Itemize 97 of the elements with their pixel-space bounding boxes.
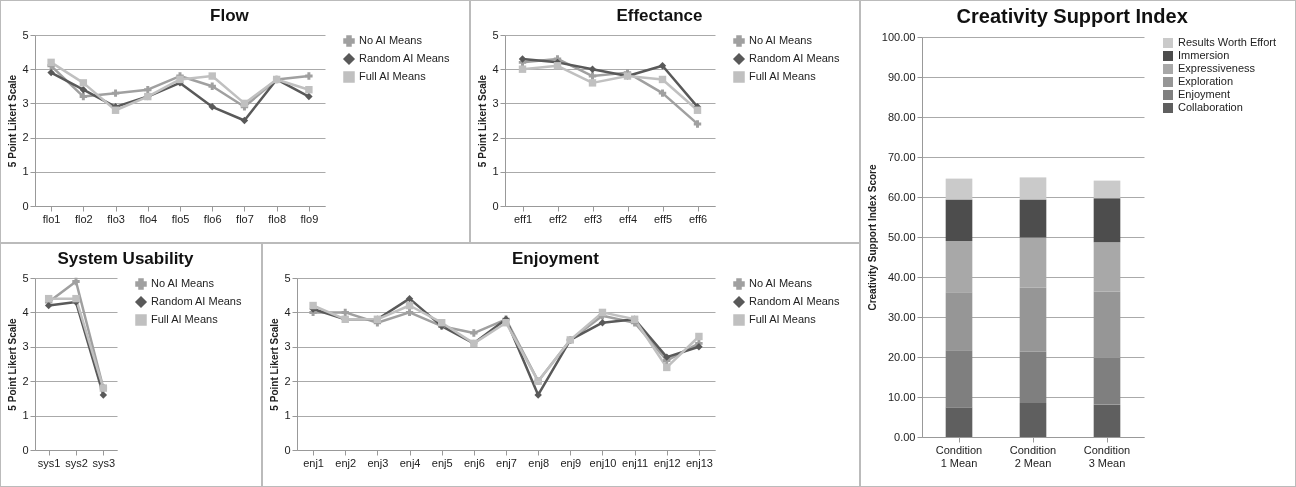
x-tick-label: enj7 <box>496 456 517 469</box>
y-tick-label: 1 <box>22 165 29 178</box>
x-tick-label: enj12 <box>653 456 681 469</box>
legend-label: No AI Means <box>749 277 813 289</box>
x-tick-label: enj5 <box>431 456 453 469</box>
y-tick-label: 80.00 <box>887 110 916 123</box>
x-tick-label: flo3 <box>107 212 125 225</box>
y-tick-label: 1 <box>492 165 499 178</box>
y-tick-label: 0.00 <box>894 430 916 443</box>
y-tick-label: 100.00 <box>881 30 916 43</box>
x-tick-label: flo7 <box>236 212 254 225</box>
y-tick-label: 5 <box>22 28 29 41</box>
y-tick-label: 0 <box>492 199 499 212</box>
legend-label: No AI Means <box>749 34 813 46</box>
x-tick-label: sys3 <box>92 456 116 469</box>
y-tick-label: 70.00 <box>887 150 916 163</box>
y-axis-title: 5 Point Likert Scale <box>7 317 19 411</box>
x-tick-label: flo8 <box>268 212 287 225</box>
chart-title: Effectance <box>616 6 703 25</box>
x-tick-label: enj3 <box>367 456 389 469</box>
x-tick-label: flo4 <box>139 212 158 225</box>
x-tick-label: enj6 <box>463 456 485 469</box>
x-tick-label: enj13 <box>685 456 713 469</box>
legend-label: Full AI Means <box>151 313 219 325</box>
x-tick-label: flo2 <box>74 212 93 225</box>
chart-title: System Usability <box>57 249 195 268</box>
y-tick-label: 10.00 <box>887 390 916 403</box>
x-tick-label: enj9 <box>560 456 582 469</box>
legend-label: Collaboration <box>1178 101 1243 113</box>
y-tick-label: 30.00 <box>887 310 916 323</box>
legend-label: Full AI Means <box>359 70 427 82</box>
legend-label: Exploration <box>1178 75 1234 87</box>
y-tick-label: 5 <box>22 271 29 284</box>
y-tick-label: 5 <box>284 271 291 284</box>
y-tick-label: 0 <box>22 443 29 456</box>
y-tick-label: 90.00 <box>887 70 916 83</box>
x-tick-label: eff1 <box>513 212 533 225</box>
y-tick-label: 60.00 <box>887 190 916 203</box>
y-tick-label: 2 <box>284 374 291 387</box>
legend-label: Enjoyment <box>1178 88 1230 100</box>
legend-label: Random AI Means <box>151 295 242 307</box>
legend-label: Expressiveness <box>1178 62 1256 74</box>
y-tick-label: 3 <box>22 340 29 353</box>
y-axis-title: 5 Point Likert Scale <box>7 74 19 168</box>
x-tick-label: enj11 <box>622 456 649 469</box>
legend-label: Full AI Means <box>749 313 817 325</box>
x-tick-label: eff3 <box>583 212 603 225</box>
legend-label: Immersion <box>1178 49 1230 61</box>
y-tick-label: 2 <box>22 131 29 144</box>
legend-label: No AI Means <box>151 277 215 289</box>
y-tick-label: 0 <box>284 443 291 456</box>
x-tick-label: flo9 <box>300 212 319 225</box>
y-tick-label: 4 <box>492 62 499 75</box>
x-tick-label: enj10 <box>589 456 617 469</box>
x-tick-label: flo6 <box>203 212 222 225</box>
y-tick-label: 4 <box>284 305 291 318</box>
y-axis-title: 5 Point Likert Scale <box>477 74 489 168</box>
y-tick-label: 3 <box>492 96 499 109</box>
x-tick-label: sys1 <box>37 456 61 469</box>
y-tick-label: 1 <box>22 409 29 422</box>
chart-title: Creativity Support Index <box>956 5 1188 27</box>
y-tick-label: 2 <box>22 374 29 387</box>
legend-label: Random AI Means <box>359 52 450 64</box>
legend-label: Full AI Means <box>749 70 817 82</box>
legend-label: Random AI Means <box>749 52 840 64</box>
y-tick-label: 40.00 <box>887 270 916 283</box>
x-tick-label: eff6 <box>688 212 708 225</box>
y-tick-label: 1 <box>284 409 291 422</box>
x-tick-label: Condition 1 Mean <box>935 443 983 469</box>
x-tick-label: enj8 <box>528 456 550 469</box>
y-tick-label: 50.00 <box>887 230 916 243</box>
y-tick-label: 2 <box>492 131 499 144</box>
y-tick-label: 3 <box>22 96 29 109</box>
x-tick-label: flo5 <box>171 212 190 225</box>
y-tick-label: 4 <box>22 62 29 75</box>
x-tick-label: eff5 <box>653 212 673 225</box>
y-axis-title: 5 Point Likert Scale <box>269 317 281 411</box>
x-tick-label: enj2 <box>335 456 357 469</box>
y-tick-label: 4 <box>22 305 29 318</box>
legend-label: Results Worth Effort <box>1178 36 1277 48</box>
x-tick-label: eff4 <box>618 212 638 225</box>
x-tick-label: Condition 3 Mean <box>1083 443 1131 469</box>
x-tick-label: eff2 <box>548 212 568 225</box>
legend-label: Random AI Means <box>749 295 840 307</box>
chart-title: Flow <box>210 6 250 25</box>
y-tick-label: 3 <box>284 340 291 353</box>
x-tick-label: enj4 <box>399 456 421 469</box>
legend-label: No AI Means <box>359 34 423 46</box>
x-tick-label: enj1 <box>303 456 324 469</box>
y-axis-title: Creativity Support Index Score <box>866 163 878 311</box>
y-tick-label: 20.00 <box>887 350 916 363</box>
x-tick-label: Condition 2 Mean <box>1009 443 1057 469</box>
x-tick-label: flo1 <box>42 212 61 225</box>
y-tick-label: 5 <box>492 28 499 41</box>
y-tick-label: 0 <box>22 199 29 212</box>
x-tick-label: sys2 <box>65 456 88 469</box>
chart-title: Enjoyment <box>511 249 600 268</box>
